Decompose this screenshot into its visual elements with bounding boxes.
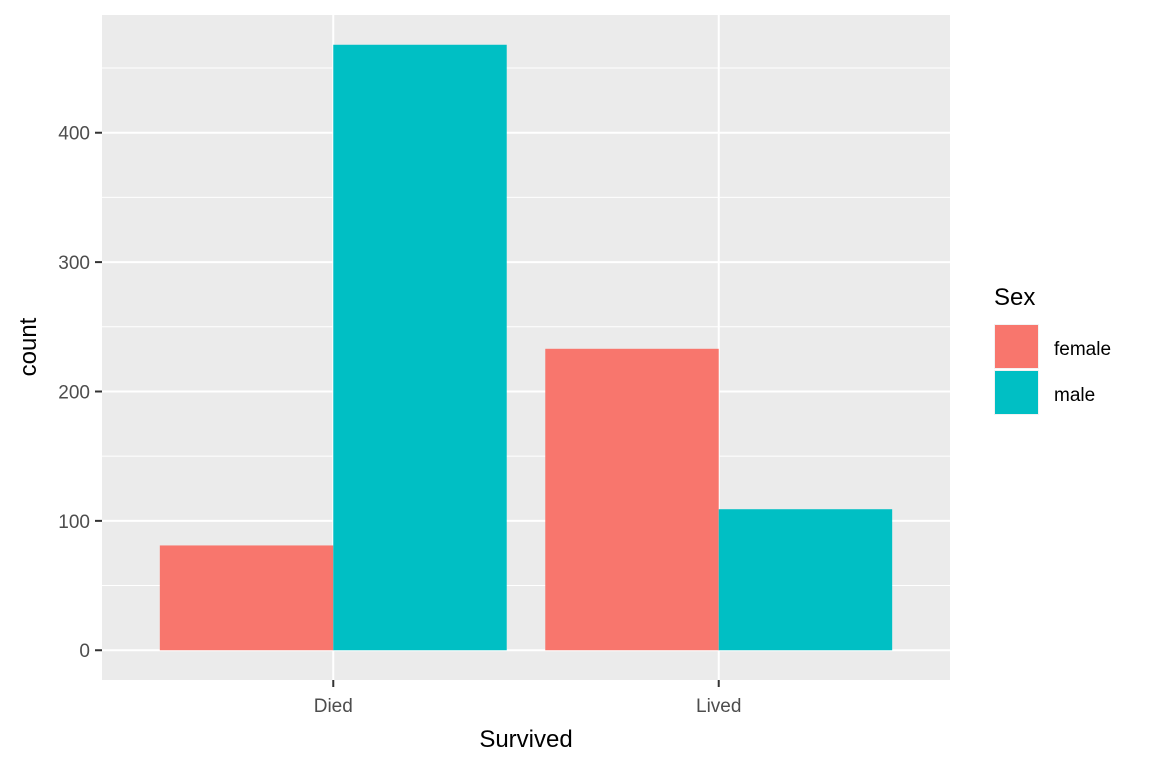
x-axis-title: Survived [479,726,572,753]
legend-label-male: male [1054,385,1095,406]
bar-male-lived [718,509,893,651]
y-axis: 0 100 200 300 400 [58,124,102,662]
x-tick-label: Died [314,696,353,717]
y-tick-label: 400 [58,124,90,145]
y-tick-label: 300 [58,253,90,274]
x-axis: Died Lived [314,680,741,717]
y-tick-label: 100 [58,512,90,533]
bar-female-lived [545,348,719,651]
bars [159,44,893,651]
y-axis-title: count [15,317,42,376]
legend: Sex female male [994,284,1111,415]
y-tick-label: 200 [58,382,90,403]
legend-swatch-female [995,325,1038,368]
x-tick-label: Lived [696,696,741,717]
y-tick-label: 0 [79,641,90,662]
legend-label-female: female [1054,339,1111,360]
bar-male-died [333,44,507,651]
legend-title: Sex [994,284,1035,311]
legend-swatch-male [995,371,1038,414]
bar-female-died [159,545,334,651]
